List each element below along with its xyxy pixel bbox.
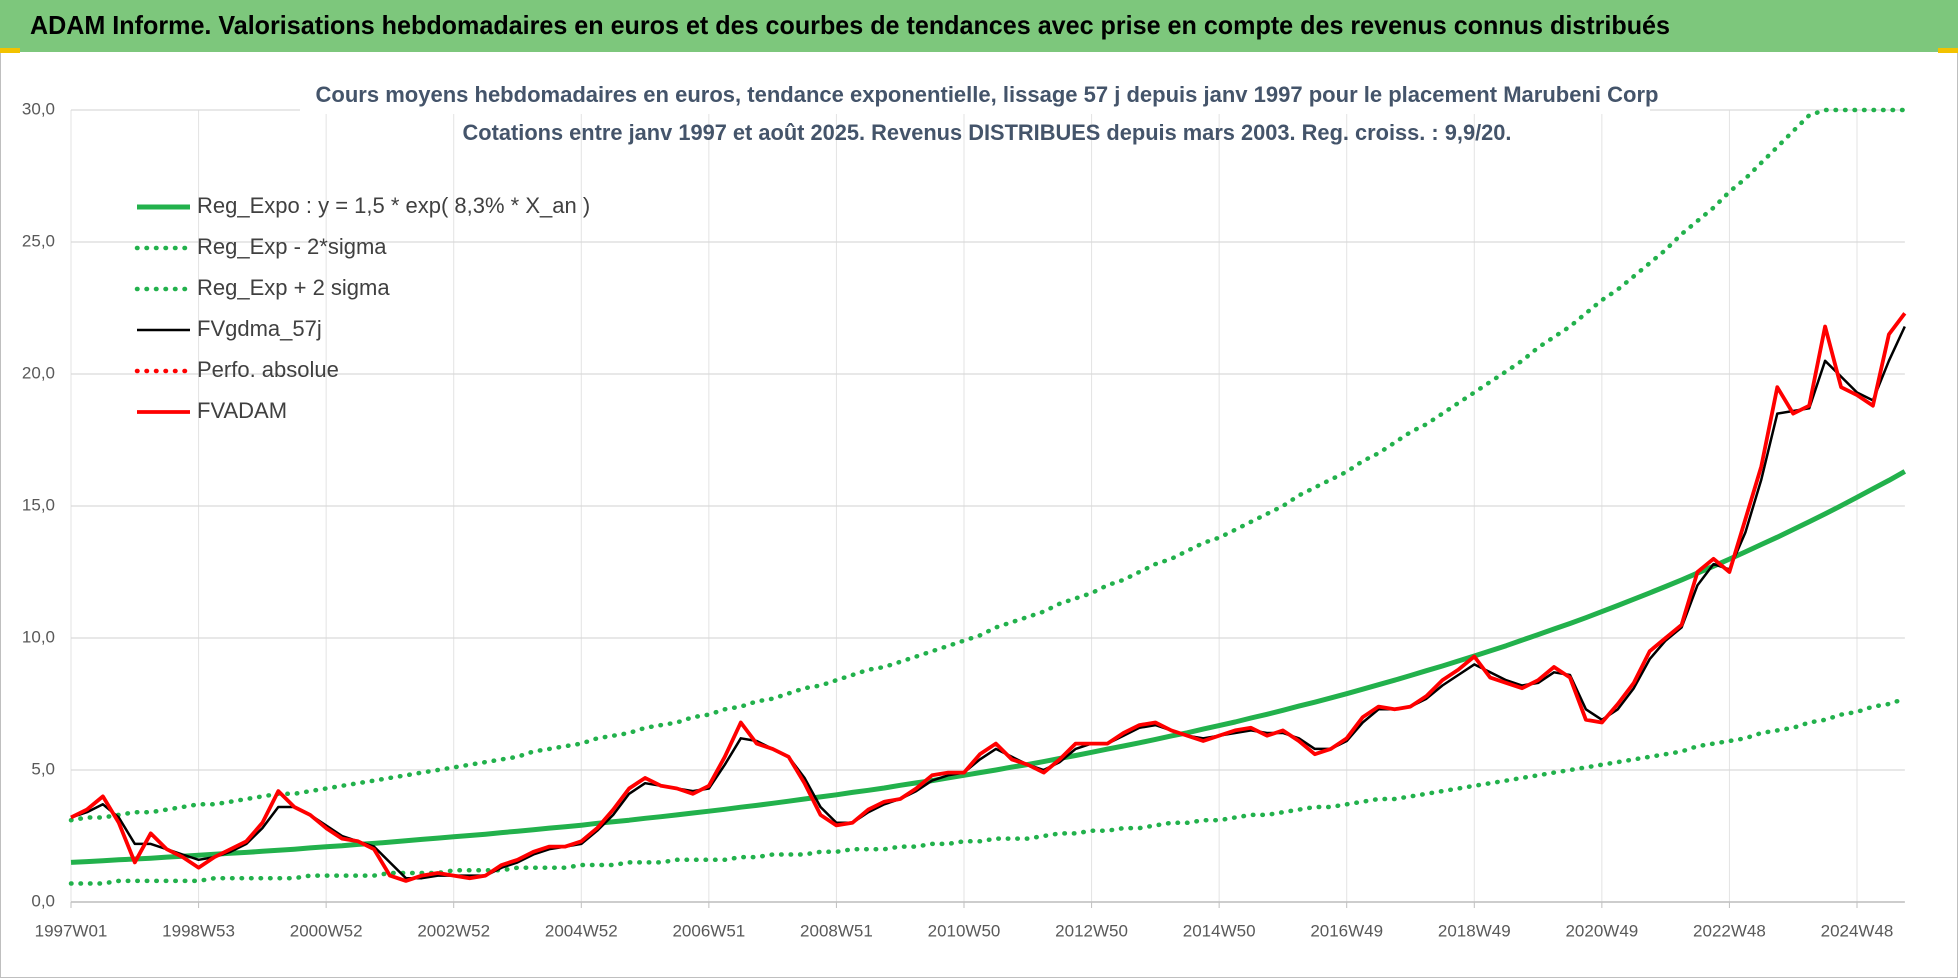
x-tick-label: 1997W01 [35, 921, 108, 940]
y-tick-label: 10,0 [22, 627, 55, 646]
x-tick-label: 2012W50 [1055, 921, 1128, 940]
title-bg [300, 80, 1650, 114]
banner-bg [0, 0, 1958, 52]
x-tick-label: 2002W52 [417, 921, 490, 940]
series-line [68, 107, 1908, 823]
series-line [68, 696, 1908, 886]
x-tick-label: 2020W49 [1565, 921, 1638, 940]
x-tick-label: 2008W51 [800, 921, 873, 940]
legend-label: Perfo. absolue [197, 357, 339, 382]
legend-label: Reg_Exp - 2*sigma [197, 234, 387, 259]
plot-area: 1997W01 1998W53 2000W52 2002W52 2004W52 2006W… [22, 99, 1908, 940]
x-tick-label: 2024W48 [1821, 921, 1894, 940]
legend-label: Reg_Expo : y = 1,5 * exp( 8,3% * X_an ) [197, 193, 590, 218]
banner-title: ADAM Informe. Valorisations hebdomadaire… [30, 10, 1670, 40]
y-tick-label: 25,0 [22, 231, 55, 250]
x-tick-label: 2022W48 [1693, 921, 1766, 940]
x-tick-label: 2000W52 [290, 921, 363, 940]
x-tick-label: 2010W50 [928, 921, 1001, 940]
x-tick-label: 2014W50 [1183, 921, 1256, 940]
chart-title: Cours moyens hebdomadaires en euros, ten… [316, 82, 1659, 107]
x-tick-label: 1998W53 [162, 921, 235, 940]
series-line [70, 325, 1906, 880]
x-tick-label: 2004W52 [545, 921, 618, 940]
legend-label: Reg_Exp + 2 sigma [197, 275, 390, 300]
series-line [70, 312, 1907, 883]
y-tick-label: 0,0 [31, 891, 55, 910]
legend-label: FVgdma_57j [197, 316, 322, 341]
y-tick-label: 15,0 [22, 495, 55, 514]
y-tick-label: 20,0 [22, 363, 55, 382]
x-tick-label: 2016W49 [1310, 921, 1383, 940]
corner [1938, 48, 1958, 53]
x-tick-label: 2018W49 [1438, 921, 1511, 940]
y-tick-label: 30,0 [22, 99, 55, 118]
y-tick-label: 5,0 [31, 759, 55, 778]
legend-label: FVADAM [197, 398, 287, 423]
chart-subtitle: Cotations entre janv 1997 et août 2025. … [463, 120, 1512, 145]
x-tick-label: 2006W51 [672, 921, 745, 940]
corner [0, 48, 20, 53]
series-line [70, 469, 1907, 865]
